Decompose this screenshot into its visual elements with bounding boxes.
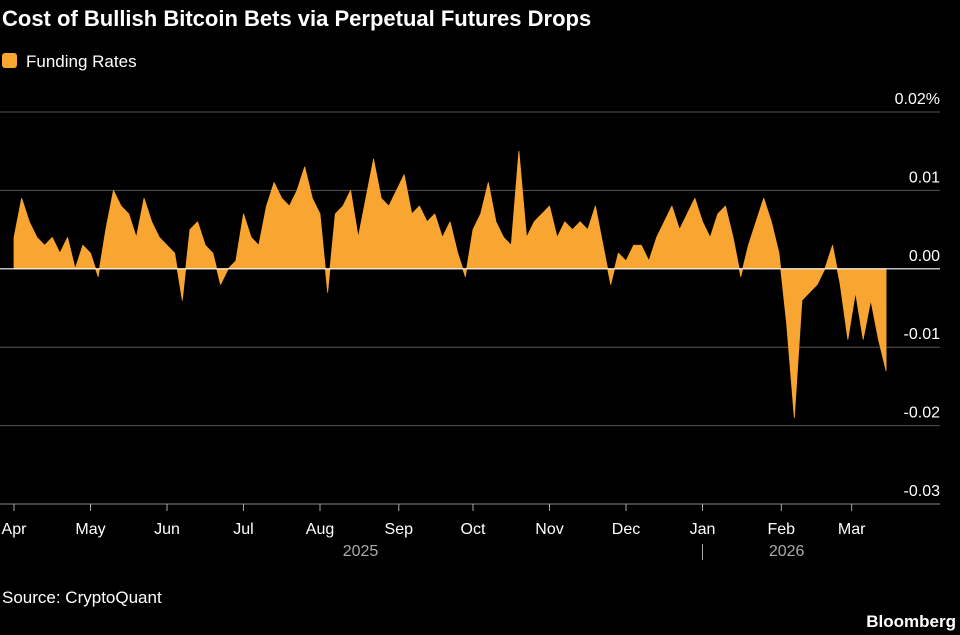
area bbox=[13, 150, 887, 419]
y-tick-label: 0.01 bbox=[909, 169, 940, 186]
x-tick-label: Feb bbox=[768, 521, 796, 538]
x-tick-label: Apr bbox=[2, 521, 28, 538]
x-tick-label: Jun bbox=[154, 521, 180, 538]
y-tick-label: -0.01 bbox=[904, 326, 941, 343]
source: Source: CryptoQuant bbox=[2, 588, 162, 607]
y-tick-label: 0.00 bbox=[909, 248, 940, 265]
x-tick-label: Aug bbox=[306, 521, 334, 538]
legend-swatch bbox=[2, 53, 17, 68]
x-tick-label: Oct bbox=[461, 521, 486, 538]
brand: Bloomberg bbox=[866, 612, 956, 631]
x-tick-label: Jul bbox=[233, 521, 253, 538]
x-tick-label: Jan bbox=[690, 521, 716, 538]
x-tick-label: Nov bbox=[535, 521, 563, 538]
x-tick-label: Mar bbox=[838, 521, 866, 538]
legend-label: Funding Rates bbox=[26, 52, 137, 71]
x-year-label: 2026 bbox=[769, 543, 805, 560]
y-tick-label: -0.03 bbox=[904, 483, 941, 500]
x-tick-label: May bbox=[75, 521, 105, 538]
x-tick-label: Sep bbox=[385, 521, 414, 538]
x-year-label: 2025 bbox=[343, 543, 379, 560]
x-tick-label: Dec bbox=[612, 521, 640, 538]
chart-title: Cost of Bullish Bitcoin Bets via Perpetu… bbox=[2, 6, 591, 31]
y-tick-label: 0.02% bbox=[895, 91, 940, 108]
y-tick-label: -0.02 bbox=[904, 405, 941, 422]
